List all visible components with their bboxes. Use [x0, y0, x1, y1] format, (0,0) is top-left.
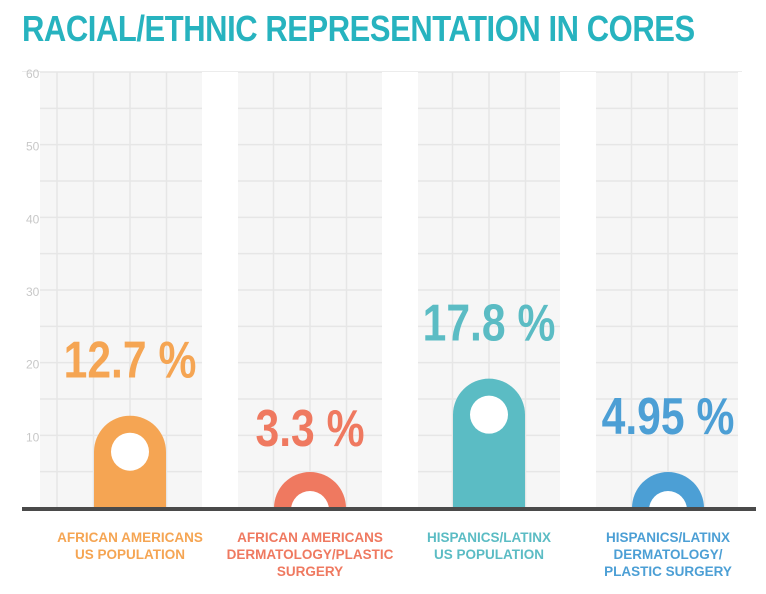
left-margin: [0, 72, 20, 508]
value-label: 17.8 %: [423, 295, 556, 353]
category-label-line: DERMATOLOGY/: [613, 547, 723, 562]
category-label-line: PLASTIC SURGERY: [604, 564, 732, 579]
x-axis-baseline: [22, 507, 756, 511]
chart-title: RACIAL/ETHNIC REPRESENTATION IN CORES: [22, 8, 695, 49]
y-tick-label: 30: [26, 285, 40, 299]
right-margin: [742, 72, 766, 508]
category-label: AFRICAN AMERICANS US POPULATION: [41, 529, 219, 563]
panel-separator: [382, 72, 418, 508]
category-label: AFRICAN AMERICANS DERMATOLOGY/PLASTIC SURG…: [221, 529, 399, 580]
category-label-line: DERMATOLOGY/PLASTIC: [226, 547, 394, 562]
category-label-line: HISPANICS/LATINX: [605, 530, 730, 545]
bar-hole: [470, 395, 508, 434]
category-label-line: SURGERY: [276, 564, 344, 579]
category-label: HISPANICS/LATINX DERMATOLOGY/PLASTIC SURG…: [579, 529, 757, 580]
category-label-line: US POPULATION: [74, 547, 185, 562]
category-label-line: AFRICAN AMERICANS: [57, 530, 203, 545]
y-tick-label: 20: [26, 358, 40, 372]
value-label: 4.95 %: [602, 388, 735, 446]
category-label-line: US POPULATION: [433, 547, 544, 562]
value-label: 12.7 %: [64, 332, 197, 390]
panel-separator: [560, 72, 596, 508]
bar: [274, 472, 346, 508]
y-tick-label: 50: [26, 140, 40, 154]
y-tick-label: 40: [26, 212, 40, 226]
bar: [632, 472, 704, 508]
value-label: 3.3 %: [255, 400, 364, 458]
category-label-line: AFRICAN AMERICANS: [237, 530, 383, 545]
category-label-line: HISPANICS/LATINX: [426, 530, 551, 545]
bar-hole: [111, 432, 149, 471]
y-tick-label: 60: [26, 67, 40, 81]
y-tick-label: 10: [26, 430, 40, 444]
panel-separator: [202, 72, 238, 508]
category-label: HISPANICS/LATINX US POPULATION: [400, 529, 578, 563]
